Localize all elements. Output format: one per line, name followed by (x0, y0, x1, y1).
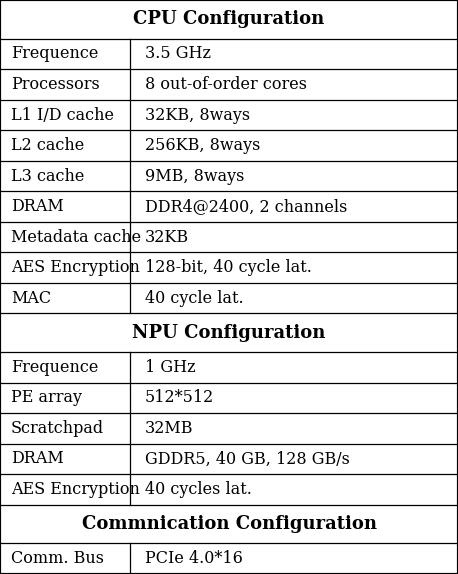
Text: Processors: Processors (11, 76, 99, 93)
Text: 40 cycles lat.: 40 cycles lat. (145, 481, 252, 498)
Text: PE array: PE array (11, 389, 82, 406)
Text: 40 cycle lat.: 40 cycle lat. (145, 290, 244, 307)
Text: Scratchpad: Scratchpad (11, 420, 104, 437)
Text: 1 GHz: 1 GHz (145, 359, 196, 376)
Text: Frequence: Frequence (11, 45, 98, 63)
Text: L3 cache: L3 cache (11, 168, 84, 185)
Text: 128-bit, 40 cycle lat.: 128-bit, 40 cycle lat. (145, 259, 312, 276)
Text: 32KB, 8ways: 32KB, 8ways (145, 107, 250, 123)
Text: Comm. Bus: Comm. Bus (11, 550, 104, 567)
Text: Commnication Configuration: Commnication Configuration (82, 515, 376, 533)
Text: 32MB: 32MB (145, 420, 194, 437)
Text: DRAM: DRAM (11, 451, 64, 467)
Text: L1 I/D cache: L1 I/D cache (11, 107, 114, 123)
Text: GDDR5, 40 GB, 128 GB/s: GDDR5, 40 GB, 128 GB/s (145, 451, 350, 467)
Text: PCIe 4.0*16: PCIe 4.0*16 (145, 550, 243, 567)
Text: DRAM: DRAM (11, 198, 64, 215)
Text: MAC: MAC (11, 290, 51, 307)
Text: Metadata cache: Metadata cache (11, 228, 141, 246)
Text: 8 out-of-order cores: 8 out-of-order cores (145, 76, 307, 93)
Text: CPU Configuration: CPU Configuration (133, 10, 325, 28)
Text: L2 cache: L2 cache (11, 137, 84, 154)
Text: AES Encryption: AES Encryption (11, 481, 140, 498)
Text: AES Encryption: AES Encryption (11, 259, 140, 276)
Text: NPU Configuration: NPU Configuration (132, 324, 326, 342)
Text: Frequence: Frequence (11, 359, 98, 376)
Text: 256KB, 8ways: 256KB, 8ways (145, 137, 261, 154)
Text: 32KB: 32KB (145, 228, 189, 246)
Text: 512*512: 512*512 (145, 389, 214, 406)
Text: 3.5 GHz: 3.5 GHz (145, 45, 211, 63)
Text: 9MB, 8ways: 9MB, 8ways (145, 168, 245, 185)
Text: DDR4@2400, 2 channels: DDR4@2400, 2 channels (145, 198, 348, 215)
